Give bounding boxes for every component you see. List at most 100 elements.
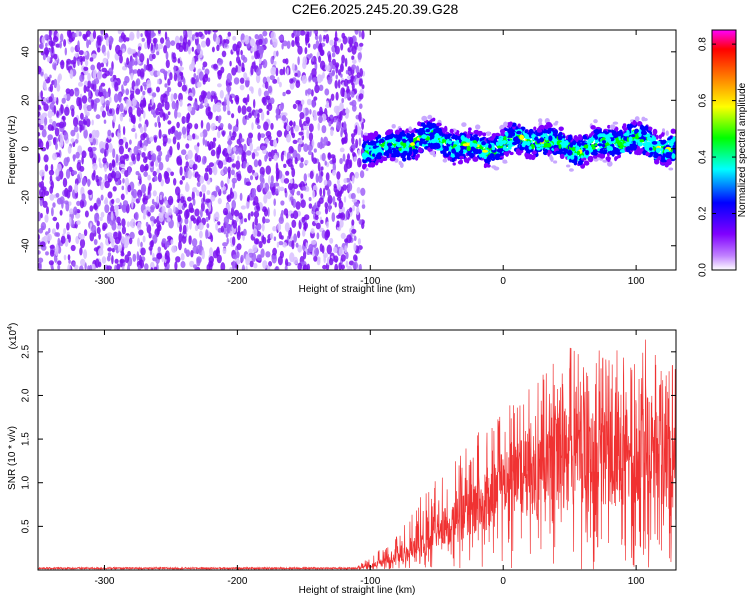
spectrogram-noise-cell xyxy=(101,256,107,264)
spectrogram-signal-cell xyxy=(505,132,509,137)
spectrogram-noise-cell xyxy=(301,74,308,84)
spectrogram-noise-cell xyxy=(278,35,284,41)
spectrogram-noise-cell xyxy=(276,241,280,248)
spectrogram-signal-cell xyxy=(445,146,449,151)
spectrogram-noise-cell xyxy=(78,233,82,238)
spectrogram-signal-cell xyxy=(475,124,481,130)
spectrogram-noise-cell xyxy=(138,229,144,236)
spectrogram-noise-cell xyxy=(150,161,155,167)
spectrogram-noise-cell xyxy=(38,104,41,110)
spectrogram-noise-cell xyxy=(53,96,57,102)
spectrogram-noise-cell xyxy=(106,265,112,270)
spectrogram-signal-cell xyxy=(477,149,482,154)
spectrogram-noise-cell xyxy=(319,187,323,197)
spectrogram-noise-cell xyxy=(49,174,53,182)
spectrogram-noise-cell xyxy=(207,30,211,35)
spectrogram-noise-cell xyxy=(128,112,133,118)
spectrogram-signal-cell xyxy=(457,135,462,141)
spectrogram-noise-cell xyxy=(192,133,196,140)
spectrogram-noise-cell xyxy=(291,240,295,250)
spectrogram-noise-cell xyxy=(210,149,216,157)
spectrogram-signal-cell xyxy=(576,150,581,156)
spectrogram-noise-cell xyxy=(179,166,183,176)
spectrogram-noise-cell xyxy=(104,164,107,172)
spectrogram-noise-cell xyxy=(57,260,62,266)
spectrogram-noise-cell xyxy=(122,136,127,143)
spectrogram-signal-cell xyxy=(502,140,507,144)
spectrogram-signal-cell xyxy=(361,152,366,158)
spectrogram-signal-cell xyxy=(526,140,531,147)
spectrogram-signal-cell xyxy=(593,128,600,135)
spectrogram-noise-cell xyxy=(289,78,294,84)
spectrogram-noise-cell xyxy=(94,98,101,103)
spectrogram-noise-cell xyxy=(196,81,202,88)
spectrogram-noise-cell xyxy=(149,240,154,248)
spectrogram-signal-cell xyxy=(402,138,406,143)
spectrogram-noise-cell xyxy=(345,251,349,260)
spectrogram-signal-cell xyxy=(423,141,427,145)
spectrogram-y-label: Frequency (Hz) xyxy=(7,116,18,185)
spectrogram-noise-cell xyxy=(186,134,193,140)
spectrogram-signal-cell xyxy=(661,139,667,144)
spectrogram-noise-cell xyxy=(283,178,290,184)
spectrogram-noise-cell xyxy=(252,244,258,253)
spectrogram-noise-cell xyxy=(329,114,334,119)
spectrogram-signal-cell xyxy=(623,136,627,141)
spectrogram-noise-cell xyxy=(225,152,230,163)
spectrogram-signal-cell xyxy=(495,141,500,146)
spectrogram-noise-cell xyxy=(291,219,297,228)
spectrogram-noise-cell xyxy=(236,173,242,182)
spectrogram-noise-cell xyxy=(210,94,214,103)
spectrogram-signal-cell xyxy=(531,134,536,138)
spectrogram-signal-cell xyxy=(491,133,496,139)
spectrogram-noise-cell xyxy=(151,53,156,60)
spectrogram-noise-cell xyxy=(199,132,204,138)
spectrogram-noise-cell xyxy=(216,44,220,52)
spectrogram-noise-cell xyxy=(173,65,176,75)
spectrogram-noise-cell xyxy=(288,229,291,240)
spectrogram-noise-cell xyxy=(96,129,100,139)
spectrogram-noise-cell xyxy=(262,260,268,269)
spectrogram-noise-cell xyxy=(142,97,146,107)
spectrogram-signal-cell xyxy=(582,134,587,140)
spectrogram-noise-cell xyxy=(264,182,270,193)
spectrogram-noise-cell xyxy=(211,141,216,149)
spectrogram-noise-cell xyxy=(54,127,60,137)
spectrogram-signal-cell xyxy=(639,148,644,152)
spectrogram-signal-cell xyxy=(475,136,480,141)
spectrogram-signal-cell xyxy=(365,157,372,162)
spectrogram-signal-cell xyxy=(588,155,594,160)
spectrogram-noise-cell xyxy=(104,180,110,189)
spectrogram-noise-cell xyxy=(190,250,194,258)
spectrogram-noise-cell xyxy=(353,254,358,262)
spectrogram-noise-cell xyxy=(360,187,366,196)
spectrogram-noise-cell xyxy=(306,88,312,95)
spectrogram-noise-cell xyxy=(156,51,160,56)
spectrogram-signal-cell xyxy=(662,128,665,133)
spectrogram-noise-cell xyxy=(243,143,247,152)
spectrogram-noise-cell xyxy=(137,46,142,51)
spectrogram-noise-cell xyxy=(38,211,42,222)
spectrogram-signal-cell xyxy=(503,128,509,132)
spectrogram-noise-cell xyxy=(202,61,208,68)
spectrogram-noise-cell xyxy=(262,216,266,224)
spectrogram-noise-cell xyxy=(98,161,102,168)
spectrogram-noise-cell xyxy=(135,88,141,95)
spectrogram-noise-cell xyxy=(196,244,202,254)
spectrogram-noise-cell xyxy=(72,261,76,268)
spectrogram-noise-cell xyxy=(204,172,209,182)
spectrogram-noise-cell xyxy=(160,37,165,44)
spectrogram-noise-cell xyxy=(169,126,175,135)
spectrogram-noise-cell xyxy=(38,119,44,124)
spectrogram-noise-cell xyxy=(114,258,119,264)
spectrogram-noise-cell xyxy=(342,35,348,45)
spectrogram-noise-cell xyxy=(76,200,81,206)
spectrogram-signal-cell xyxy=(398,127,403,133)
spectrogram-noise-cell xyxy=(139,164,145,173)
spectrogram-signal-cell xyxy=(566,164,571,168)
spectrogram-noise-cell xyxy=(76,220,81,226)
spectrogram-noise-cell xyxy=(122,126,126,136)
spectrogram-signal-cell xyxy=(564,140,569,146)
spectrogram-signal-cell xyxy=(515,150,521,155)
